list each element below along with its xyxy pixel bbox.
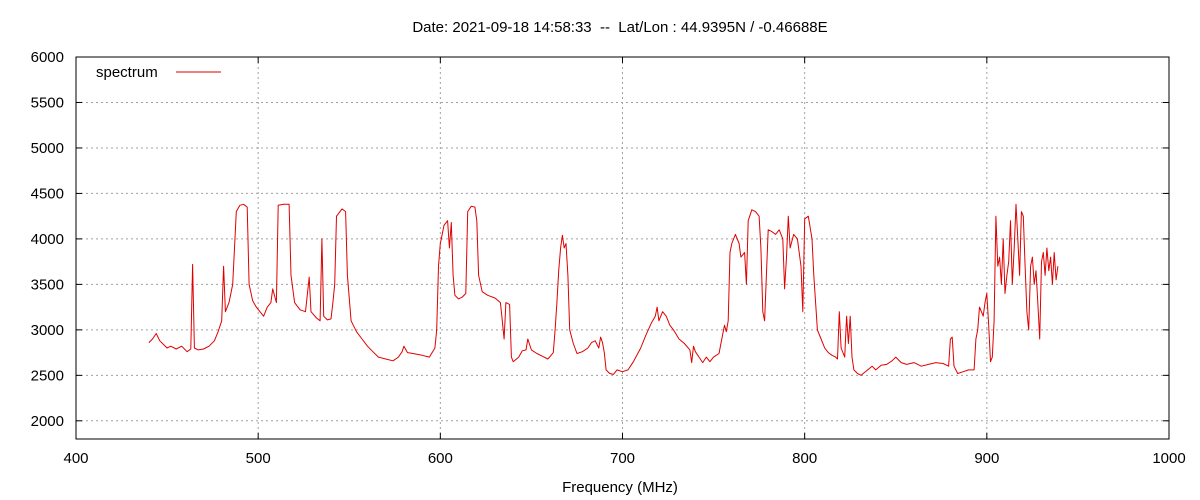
legend: spectrum xyxy=(96,64,221,81)
y-tick-label: 2000 xyxy=(31,413,64,430)
x-tick-label: 1000 xyxy=(1152,450,1185,467)
y-tick-label: 6000 xyxy=(31,49,64,66)
x-tick-label: 400 xyxy=(63,450,88,467)
axis-ticks: 2000 2500 3000 3500 4000 4500 5000 5500 6000 400 5… xyxy=(31,49,1186,467)
y-tick-label: 4000 xyxy=(31,231,64,248)
grid-lines xyxy=(76,57,1169,439)
x-tick-label: 500 xyxy=(246,450,271,467)
y-tick-label: 4500 xyxy=(31,185,64,202)
x-axis-label: Frequency (MHz) xyxy=(562,479,678,496)
y-tick-label: 2500 xyxy=(31,367,64,384)
x-tick-label: 900 xyxy=(974,450,999,467)
series-layer xyxy=(148,203,1059,376)
legend-label: spectrum xyxy=(96,64,158,81)
x-tick-label: 600 xyxy=(428,450,453,467)
x-tick-label: 800 xyxy=(792,450,817,467)
x-tick-label: 700 xyxy=(610,450,635,467)
y-tick-label: 5000 xyxy=(31,140,64,157)
y-tick-label: 3000 xyxy=(31,322,64,339)
chart-title: Date: 2021-09-18 14:58:33 -- Lat/Lon : 4… xyxy=(412,19,827,36)
y-tick-label: 5500 xyxy=(31,94,64,111)
y-tick-label: 3500 xyxy=(31,276,64,293)
series-line-spectrum xyxy=(148,203,1059,376)
